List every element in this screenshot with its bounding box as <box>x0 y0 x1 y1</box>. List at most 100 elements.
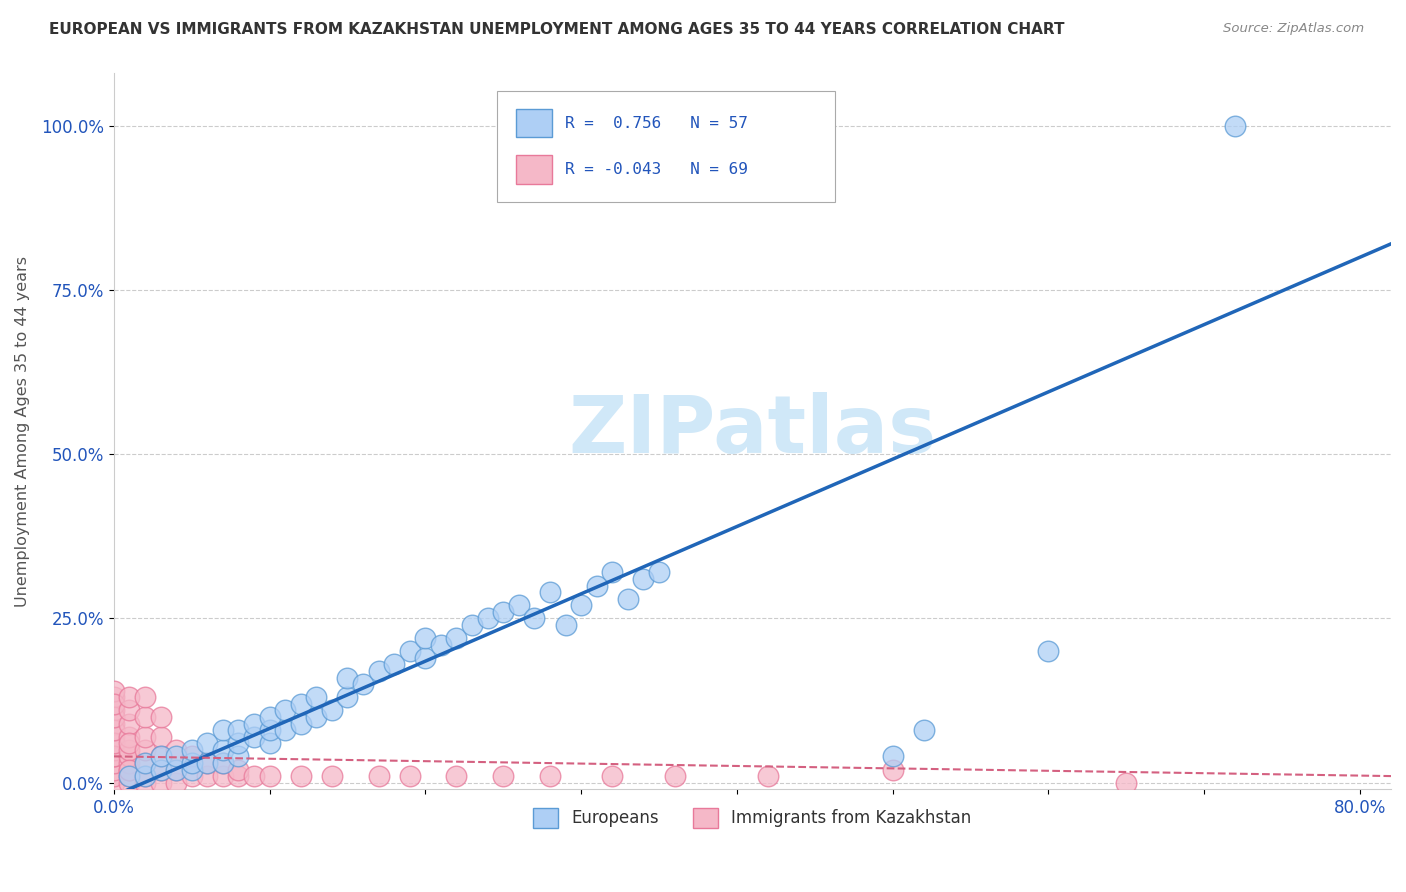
Point <box>165 763 187 777</box>
Point <box>1225 119 1247 133</box>
Point <box>212 756 235 770</box>
Point <box>134 743 156 757</box>
Point <box>290 716 312 731</box>
Point <box>103 710 125 724</box>
Point <box>118 749 141 764</box>
Point <box>415 650 437 665</box>
Point <box>103 769 125 783</box>
Point <box>134 769 156 783</box>
Point <box>398 769 420 783</box>
Text: R = -0.043   N = 69: R = -0.043 N = 69 <box>565 162 748 178</box>
Point <box>103 716 125 731</box>
Point <box>134 756 156 770</box>
Point <box>195 736 218 750</box>
Point <box>382 657 405 672</box>
Point <box>134 769 156 783</box>
Point <box>103 690 125 705</box>
Point <box>149 763 172 777</box>
Point <box>212 769 235 783</box>
Point <box>259 736 281 750</box>
Point <box>600 566 623 580</box>
Point <box>882 749 904 764</box>
Point <box>398 644 420 658</box>
Point <box>103 749 125 764</box>
Point <box>134 756 156 770</box>
Point <box>259 723 281 737</box>
Point <box>103 775 125 789</box>
Point <box>212 743 235 757</box>
Legend: Europeans, Immigrants from Kazakhstan: Europeans, Immigrants from Kazakhstan <box>527 801 979 835</box>
Point <box>538 769 561 783</box>
Point <box>585 578 607 592</box>
Point <box>103 703 125 717</box>
Point <box>290 769 312 783</box>
Point <box>180 769 202 783</box>
Point <box>446 631 468 645</box>
Point <box>617 591 640 606</box>
Point <box>492 769 515 783</box>
Point <box>274 723 297 737</box>
Point <box>336 671 359 685</box>
Point <box>134 690 156 705</box>
Point <box>134 710 156 724</box>
Point <box>554 618 576 632</box>
Point <box>243 730 266 744</box>
Point <box>180 743 202 757</box>
Point <box>118 703 141 717</box>
FancyBboxPatch shape <box>516 109 553 137</box>
Point <box>149 730 172 744</box>
Point <box>336 690 359 705</box>
Point <box>118 763 141 777</box>
Point <box>664 769 686 783</box>
Point <box>103 697 125 711</box>
Point <box>274 703 297 717</box>
FancyBboxPatch shape <box>496 91 835 202</box>
Point <box>1038 644 1060 658</box>
Point <box>118 763 141 777</box>
Point <box>648 566 671 580</box>
Text: Source: ZipAtlas.com: Source: ZipAtlas.com <box>1223 22 1364 36</box>
Point <box>118 730 141 744</box>
Point <box>259 769 281 783</box>
Point <box>912 723 935 737</box>
Point <box>633 572 655 586</box>
Point <box>212 723 235 737</box>
Point <box>103 763 125 777</box>
Point <box>165 763 187 777</box>
Point <box>569 599 592 613</box>
Point <box>149 775 172 789</box>
Point <box>180 756 202 770</box>
Point <box>321 769 343 783</box>
Point <box>321 703 343 717</box>
Point <box>180 763 202 777</box>
Point <box>228 749 250 764</box>
Point <box>352 677 374 691</box>
Point <box>290 697 312 711</box>
Point <box>118 775 141 789</box>
Point <box>103 683 125 698</box>
Point <box>149 749 172 764</box>
Point <box>508 599 530 613</box>
Point <box>305 710 328 724</box>
Point <box>103 697 125 711</box>
Point <box>228 736 250 750</box>
Point <box>1115 775 1137 789</box>
Point <box>165 743 187 757</box>
Point <box>149 749 172 764</box>
Point <box>228 763 250 777</box>
Point <box>118 716 141 731</box>
Point <box>538 585 561 599</box>
Point <box>149 710 172 724</box>
Point <box>103 723 125 737</box>
Point <box>195 756 218 770</box>
Point <box>756 769 779 783</box>
Y-axis label: Unemployment Among Ages 35 to 44 years: Unemployment Among Ages 35 to 44 years <box>15 256 30 607</box>
Point <box>118 736 141 750</box>
Point <box>477 611 499 625</box>
Point <box>430 638 453 652</box>
Point <box>367 769 389 783</box>
Point <box>103 710 125 724</box>
Point <box>195 756 218 770</box>
Point <box>134 775 156 789</box>
Point <box>103 730 125 744</box>
